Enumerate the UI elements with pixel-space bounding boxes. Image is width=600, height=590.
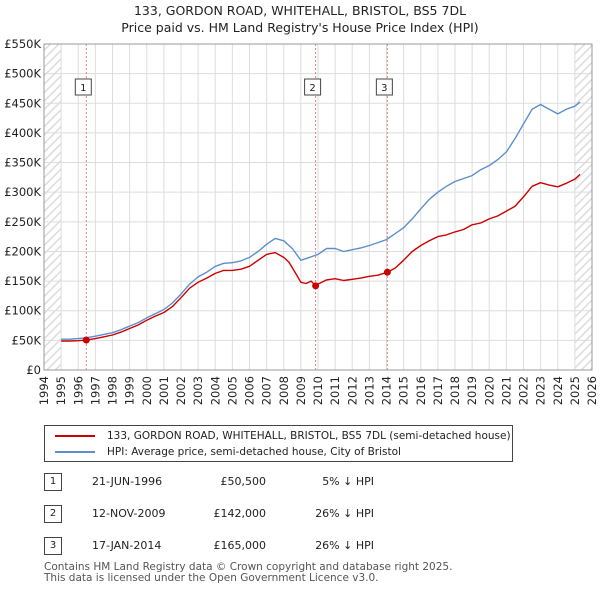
y-tick-label: £0 [26,363,41,377]
x-tick-label: 2008 [277,376,291,405]
transaction-date: 12-NOV-2009 [92,507,166,520]
x-tick-label: 2015 [397,376,411,405]
transaction-point [383,268,391,276]
x-tick-label: 1999 [123,376,137,405]
transaction-label-text: 2 [309,83,315,94]
hatch-region-start [44,44,62,370]
x-tick-label: 2019 [465,376,479,405]
y-tick-label: £200K [4,244,41,258]
x-tick-label: 2026 [585,376,599,405]
transaction-point [312,282,320,290]
x-tick-label: 2017 [431,376,445,405]
transaction-label-text: 3 [381,83,387,94]
x-tick-label: 1998 [106,376,120,405]
y-tick-label: £100K [4,304,41,318]
legend-item-property: 133, GORDON ROAD, WHITEHALL, BRISTOL, BS… [55,428,511,443]
legend-swatch-hpi [55,450,95,453]
x-tick-label: 2000 [140,376,154,405]
y-tick-label: £500K [4,67,41,81]
plot-border [43,43,593,371]
y-tick-label: £300K [4,185,41,199]
x-tick-label: 1996 [71,376,85,405]
x-tick-label: 2007 [260,376,274,405]
y-tick-label: £550K [4,37,41,51]
transaction-label-box [304,78,322,96]
legend-swatch-property [55,434,95,437]
footer-license: This data is licensed under the Open Gov… [44,572,379,584]
legend-label-hpi: HPI: Average price, semi-detached house,… [107,445,401,458]
transaction-number: 3 [44,537,62,555]
legend-item-hpi: HPI: Average price, semi-detached house,… [55,444,401,459]
x-tick-label: 2001 [157,376,171,405]
chart-title: 133, GORDON ROAD, WHITEHALL, BRISTOL, BS… [133,3,467,18]
x-tick-label: 2025 [568,376,582,405]
x-tick-label: 2005 [225,376,239,405]
transaction-label-box [74,78,92,96]
x-tick-label: 2003 [191,376,205,405]
x-tick-label: 2006 [243,376,257,405]
transaction-hpi-diff: 26% ↓ HPI [315,507,374,520]
y-tick-label: £150K [4,274,41,288]
transaction-number: 1 [44,473,62,491]
x-tick-label: 2013 [362,376,376,405]
transaction-point [82,336,90,344]
x-tick-label: 2014 [380,376,394,405]
x-tick-label: 2020 [482,376,496,405]
transaction-price: £50,500 [220,475,267,488]
y-tick-label: £250K [4,215,41,229]
y-tick-label: £450K [4,96,41,110]
hpi-line [61,101,581,340]
x-tick-label: 1997 [88,376,102,405]
x-tick-label: 2022 [517,376,531,405]
x-tick-label: 2011 [328,376,342,405]
x-tick-label: 2010 [311,376,325,405]
y-tick-label: £350K [4,156,41,170]
transaction-price: £165,000 [213,539,267,552]
chart-subtitle: Price paid vs. HM Land Registry's House … [121,20,479,35]
x-tick-label: 1995 [54,376,68,405]
transaction-date: 21-JUN-1996 [92,475,163,488]
x-tick-label: 2024 [551,376,565,405]
x-tick-label: 2002 [174,376,188,405]
price-chart: 1 2 3 £0 £50K £100K £150K £200K £250K £300K £350K… [4,37,599,405]
x-tick-label: 2021 [499,376,513,405]
transaction-date: 17-JAN-2014 [92,539,162,552]
y-tick-label: £50K [12,333,42,347]
transaction-hpi-diff: 5% ↓ HPI [322,475,374,488]
transaction-label-text: 1 [80,83,86,94]
hatch-region-end [574,44,592,370]
y-tick-label: £400K [4,126,41,140]
legend-label-property: 133, GORDON ROAD, WHITEHALL, BRISTOL, BS… [107,429,511,442]
transaction-label-box [375,78,393,96]
transaction-price: £142,000 [213,507,267,520]
x-tick-label: 2023 [534,376,548,405]
x-tick-label: 2004 [208,376,222,405]
x-tick-label: 2018 [448,376,462,405]
footer-copyright: Contains HM Land Registry data © Crown c… [44,561,453,573]
x-tick-label: 2016 [414,376,428,405]
x-tick-label: 2009 [294,376,308,405]
x-tick-label: 2012 [345,376,359,405]
transaction-number: 2 [44,505,62,523]
x-tick-label: 1994 [37,376,51,405]
legend: 133, GORDON ROAD, WHITEHALL, BRISTOL, BS… [44,425,513,462]
transaction-hpi-diff: 26% ↓ HPI [315,539,374,552]
